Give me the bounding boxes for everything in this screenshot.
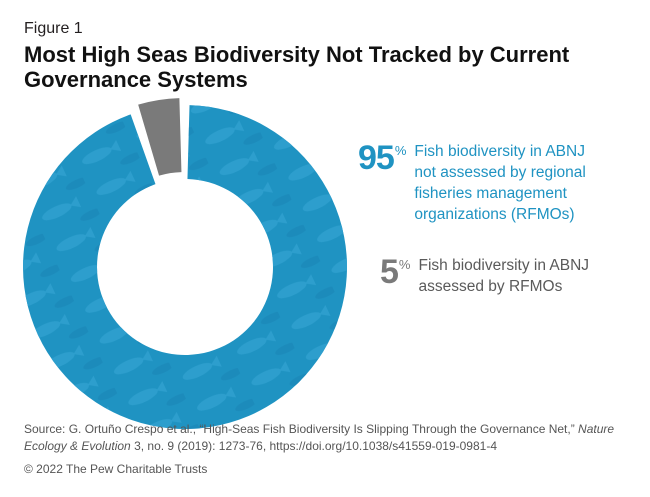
legend-unit-assessed: % [398, 257, 411, 272]
donut-slices [23, 98, 348, 429]
legend-item-assessed: 5 % Fish biodiversity in ABNJ assessed b… [380, 255, 608, 297]
fish-texture [23, 105, 348, 429]
source-note: Source: G. Ortuño Crespo et al., “High-S… [24, 421, 634, 455]
copyright: © 2022 The Pew Charitable Trusts [24, 462, 208, 476]
legend-label-not-assessed: Fish biodiversity in ABNJ not assessed b… [414, 143, 586, 223]
legend-item-not-assessed: 95 % Fish biodiversity in ABNJ not asses… [358, 141, 604, 225]
figure-label: Figure 1 [24, 20, 83, 37]
legend-unit-not-assessed: % [394, 143, 407, 158]
legend-value-assessed: 5 [380, 253, 399, 291]
source-journal: Nature Ecology & Evolution [24, 422, 615, 453]
source-suffix: 3, no. 9 (2019): 1273-76, https://doi.or… [130, 439, 497, 453]
legend-value-not-assessed: 95 [358, 139, 395, 177]
source-prefix: Source: G. Ortuño Crespo et al., “High-S… [24, 422, 579, 436]
chart-title: Most High Seas Biodiversity Not Tracked … [24, 42, 570, 92]
slice-assessed [138, 98, 182, 176]
legend-label-assessed: Fish biodiversity in ABNJ assessed by RF… [418, 257, 590, 295]
